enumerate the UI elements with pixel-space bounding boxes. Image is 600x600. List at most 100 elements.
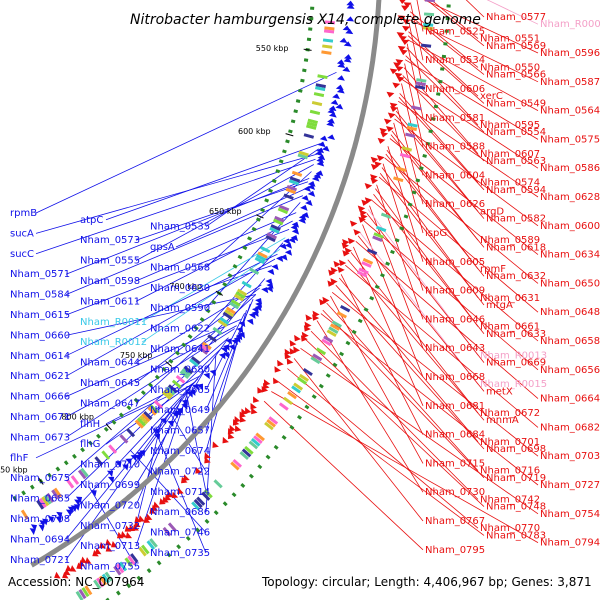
cog-mark bbox=[119, 434, 129, 444]
reverse-gene-mark bbox=[192, 384, 199, 391]
gene-label: Nham_0595 bbox=[480, 120, 540, 131]
forward-gene-mark bbox=[401, 5, 410, 11]
forward-gene-mark bbox=[120, 531, 128, 538]
cog-mark bbox=[260, 246, 271, 254]
reverse-gene-mark bbox=[284, 242, 293, 249]
gene-label: Nham_0710 bbox=[80, 460, 140, 471]
leader-line bbox=[205, 148, 319, 227]
forward-gene-mark bbox=[227, 428, 235, 435]
forward-gene-mark bbox=[328, 269, 336, 276]
forward-gene-mark bbox=[364, 182, 373, 190]
forward-gene-mark bbox=[397, 45, 406, 52]
gene-label: Nham_0648 bbox=[540, 307, 600, 318]
reverse-gene-mark bbox=[311, 175, 320, 182]
reverse-gene-mark bbox=[38, 524, 45, 532]
gene-label: Nham_0701 bbox=[480, 437, 540, 448]
tick-dash bbox=[176, 544, 182, 550]
tick-dash bbox=[306, 37, 312, 42]
gene-label: Nham_0735 bbox=[150, 548, 210, 559]
cog-mark bbox=[399, 152, 411, 159]
gene-label: Nham_0586 bbox=[540, 163, 600, 174]
tick-dash bbox=[242, 245, 248, 251]
gene-label: Nham_R0013 bbox=[480, 350, 547, 361]
cog-mark bbox=[299, 373, 309, 382]
leader-line bbox=[65, 258, 276, 377]
cog-mark bbox=[20, 509, 29, 520]
leader-line bbox=[402, 75, 485, 162]
leader-line bbox=[35, 158, 316, 255]
reverse-gene-mark bbox=[315, 170, 324, 177]
gene-label: Nham_0646 bbox=[425, 314, 485, 325]
cog-mark bbox=[423, 22, 434, 27]
forward-gene-mark bbox=[143, 516, 151, 523]
leader-line bbox=[366, 213, 485, 363]
forward-gene-mark bbox=[403, 2, 412, 8]
leader-line bbox=[293, 358, 424, 522]
tick-dash bbox=[281, 435, 287, 440]
tick-dash bbox=[290, 119, 296, 124]
cog-mark bbox=[104, 571, 113, 582]
tick-dash bbox=[385, 261, 391, 266]
gene-label: Nham_0584 bbox=[10, 290, 70, 301]
gene-label: Nham_0684 bbox=[425, 430, 485, 441]
cog-mark bbox=[84, 585, 93, 596]
gene-label: Nham_0630 bbox=[150, 283, 210, 294]
gene-label: Nham_0575 bbox=[540, 134, 600, 145]
gene-label: mnmA bbox=[486, 415, 519, 426]
reverse-gene-mark bbox=[330, 99, 339, 106]
forward-gene-mark bbox=[257, 386, 264, 394]
reverse-gene-mark bbox=[160, 418, 167, 425]
tick-dash bbox=[441, 54, 447, 59]
scale-label: 650 kbp bbox=[209, 207, 242, 216]
gene-label: rpmB bbox=[10, 208, 37, 219]
reverse-gene-mark bbox=[271, 264, 279, 271]
gene-label: Nham_0746 bbox=[150, 528, 210, 539]
leader-line bbox=[359, 231, 479, 385]
gene-label: Nham_0720 bbox=[80, 500, 140, 511]
cog-mark bbox=[219, 316, 230, 325]
cog-mark bbox=[315, 86, 326, 92]
reverse-gene-mark bbox=[228, 344, 236, 351]
forward-gene-mark bbox=[54, 571, 61, 579]
forward-gene-mark bbox=[105, 538, 112, 546]
cog-mark bbox=[356, 270, 368, 278]
gene-label: Nham_0534 bbox=[425, 55, 485, 66]
forward-gene-mark bbox=[370, 156, 379, 163]
leader-line bbox=[65, 337, 229, 479]
cog-mark bbox=[270, 224, 281, 231]
cog-mark bbox=[167, 522, 177, 532]
cog-mark bbox=[229, 301, 240, 310]
cog-mark bbox=[278, 402, 289, 411]
leader-line bbox=[135, 212, 297, 282]
cog-mark bbox=[256, 254, 267, 262]
gene-label: Nham_0582 bbox=[486, 214, 546, 225]
leader-line bbox=[426, 0, 485, 47]
tick-dash bbox=[161, 366, 167, 372]
reverse-gene-mark bbox=[47, 516, 54, 523]
forward-gene-mark bbox=[395, 59, 404, 65]
forward-gene-mark bbox=[390, 106, 398, 113]
gene-label: flhF bbox=[10, 453, 29, 464]
tick-dash bbox=[271, 178, 277, 184]
scale-label: 700 kbp bbox=[169, 282, 202, 291]
cog-mark bbox=[101, 573, 110, 584]
forward-gene-mark bbox=[76, 562, 83, 570]
tick-dash bbox=[380, 273, 385, 278]
leader-line bbox=[135, 369, 206, 486]
cog-mark bbox=[315, 347, 327, 356]
gene-label: Nham_R0012 bbox=[80, 337, 147, 348]
forward-gene-mark bbox=[263, 382, 270, 390]
forward-gene-mark bbox=[239, 415, 247, 423]
cog-mark bbox=[217, 319, 228, 328]
gene-label: Nham_0573 bbox=[80, 235, 140, 246]
cog-mark bbox=[248, 267, 260, 275]
scale-tick bbox=[38, 477, 44, 485]
reverse-gene-mark bbox=[319, 135, 328, 142]
cog-mark bbox=[93, 579, 102, 590]
forward-gene-mark bbox=[379, 127, 388, 134]
tick-dash bbox=[105, 597, 110, 600]
tick-dash bbox=[332, 362, 338, 368]
reverse-gene-mark bbox=[280, 254, 288, 261]
cog-mark bbox=[321, 50, 332, 55]
leader-line bbox=[430, 0, 479, 39]
